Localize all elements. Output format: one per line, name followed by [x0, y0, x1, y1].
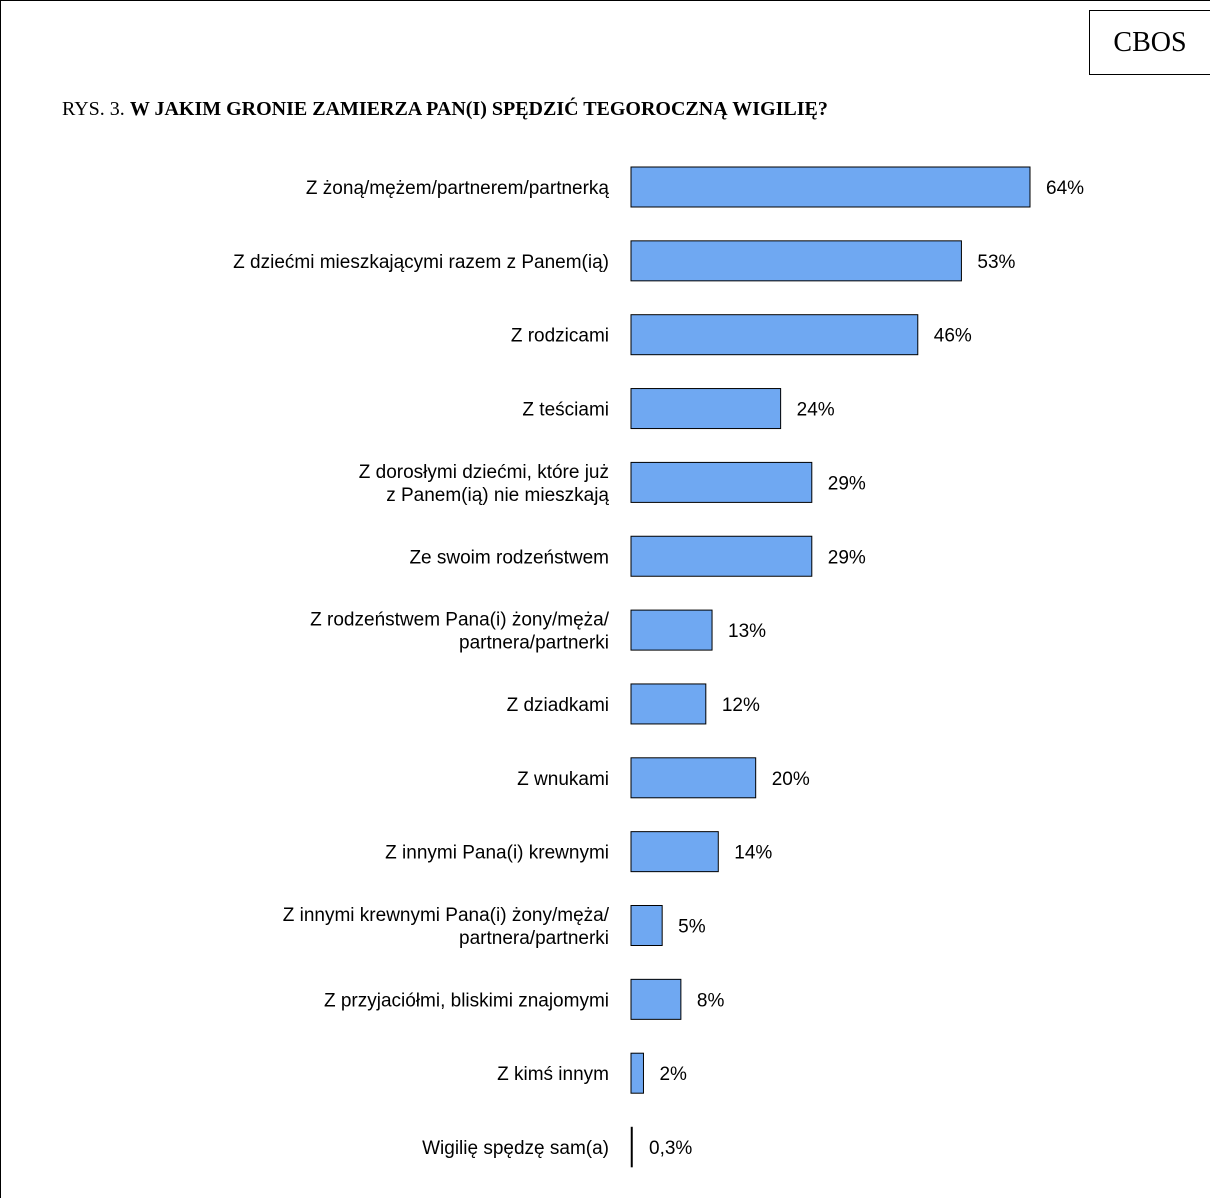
category-label-line: Z przyjaciółmi, bliskimi znajomymi	[324, 990, 609, 1011]
category-label-7: Z dziadkami	[507, 695, 609, 716]
value-label-6: 13%	[728, 621, 766, 642]
bar-7	[630, 683, 707, 725]
category-label-line: Z teściami	[522, 400, 609, 421]
category-label-0: Z żoną/mężem/partnerem/partnerką	[306, 178, 610, 199]
bar-11	[630, 978, 682, 1020]
category-label-line: Z rodzeństwem Pana(i) żony/męża/	[310, 610, 610, 631]
category-label-2: Z rodzicami	[511, 326, 609, 347]
value-label-2: 46%	[934, 326, 972, 347]
bar-13	[630, 1126, 633, 1168]
bar-2	[630, 314, 919, 356]
category-label-line: Z kimś innym	[497, 1064, 609, 1085]
category-label-3: Z teściami	[522, 400, 609, 421]
value-label-5: 29%	[828, 547, 866, 568]
value-label-12: 2%	[659, 1064, 687, 1085]
category-label-line: Z żoną/mężem/partnerem/partnerką	[306, 178, 610, 199]
chart-title: RYS. 3. W JAKIM GRONIE ZAMIERZA PAN(I) S…	[62, 98, 828, 121]
value-label-10: 5%	[678, 917, 706, 938]
value-label-4: 29%	[828, 473, 866, 494]
category-label-line: Ze swoim rodzeństwem	[409, 547, 609, 568]
value-label-13: 0,3%	[649, 1138, 692, 1159]
bar-9	[630, 831, 719, 873]
category-label-line: z Panem(ią) nie mieszkają	[386, 485, 609, 506]
category-label-line: Z dorosłymi dziećmi, które już	[359, 462, 609, 483]
category-label-6: Z rodzeństwem Pana(i) żony/męża/partnera…	[310, 610, 610, 654]
value-label-1: 53%	[977, 252, 1015, 273]
bar-12	[630, 1052, 644, 1094]
category-label-line: Z innymi Pana(i) krewnymi	[385, 843, 609, 864]
category-label-line: partnera/partnerki	[459, 633, 609, 654]
bar-10	[630, 905, 663, 946]
category-label-13: Wigilię spędzę sam(a)	[422, 1138, 609, 1159]
category-label-line: Z wnukami	[517, 769, 609, 790]
value-label-9: 14%	[734, 843, 772, 864]
category-label-8: Z wnukami	[517, 769, 609, 790]
figure-question: W JAKIM GRONIE ZAMIERZA PAN(I) SPĘDZIĆ T…	[129, 98, 828, 120]
category-label-line: Z dziadkami	[507, 695, 609, 716]
category-label-line: Z dziećmi mieszkającymi razem z Panem(ią…	[233, 252, 609, 273]
category-label-line: Z rodzicami	[511, 326, 609, 347]
category-label-4: Z dorosłymi dziećmi, które już z Panem(ią…	[359, 462, 610, 506]
value-label-11: 8%	[697, 990, 725, 1011]
category-label-line: Z innymi krewnymi Pana(i) żony/męża/	[283, 905, 610, 926]
value-label-8: 20%	[772, 769, 810, 790]
bar-5	[630, 535, 813, 577]
value-label-7: 12%	[722, 695, 760, 716]
bar-3	[630, 388, 782, 430]
category-label-line: partnera/partnerki	[459, 928, 609, 949]
cbos-logo-box: CBOS	[1089, 10, 1210, 75]
figure-prefix: RYS. 3.	[62, 98, 125, 120]
value-label-0: 64%	[1046, 178, 1084, 199]
bar-8	[630, 757, 757, 799]
category-label-9: Z innymi Pana(i) krewnymi	[385, 843, 609, 864]
bar-6	[630, 609, 713, 651]
bar-0	[630, 166, 1031, 208]
bar-1	[630, 240, 962, 282]
category-label-1: Z dziećmi mieszkającymi razem z Panem(ią…	[233, 252, 609, 273]
category-label-line: Wigilię spędzę sam(a)	[422, 1138, 609, 1159]
category-label-11: Z przyjaciółmi, bliskimi znajomymi	[324, 990, 609, 1011]
value-label-3: 24%	[797, 400, 835, 421]
category-label-5: Ze swoim rodzeństwem	[409, 547, 609, 568]
category-label-12: Z kimś innym	[497, 1064, 609, 1085]
brand-label: CBOS	[1113, 26, 1187, 58]
category-label-10: Z innymi krewnymi Pana(i) żony/męża/part…	[283, 905, 610, 949]
bar-4	[630, 461, 813, 503]
